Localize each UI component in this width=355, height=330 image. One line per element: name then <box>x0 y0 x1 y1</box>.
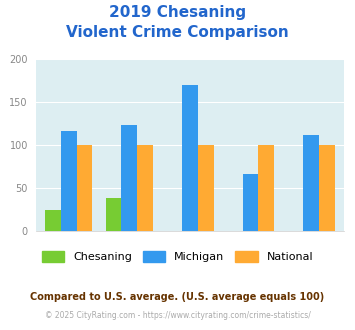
Bar <box>61 131 77 231</box>
Bar <box>121 125 137 231</box>
Legend: Chesaning, Michigan, National: Chesaning, Michigan, National <box>37 247 318 267</box>
Text: Compared to U.S. average. (U.S. average equals 100): Compared to U.S. average. (U.S. average … <box>31 292 324 302</box>
Text: © 2025 CityRating.com - https://www.cityrating.com/crime-statistics/: © 2025 CityRating.com - https://www.city… <box>45 311 310 320</box>
Text: Violent Crime Comparison: Violent Crime Comparison <box>66 25 289 40</box>
Bar <box>303 135 319 231</box>
Bar <box>45 210 61 231</box>
Bar <box>77 145 92 231</box>
Bar <box>137 145 153 231</box>
Bar <box>258 145 274 231</box>
Bar <box>242 174 258 231</box>
Text: 2019 Chesaning: 2019 Chesaning <box>109 5 246 20</box>
Bar <box>198 145 214 231</box>
Bar <box>182 85 198 231</box>
Bar <box>319 145 335 231</box>
Bar <box>106 198 121 231</box>
